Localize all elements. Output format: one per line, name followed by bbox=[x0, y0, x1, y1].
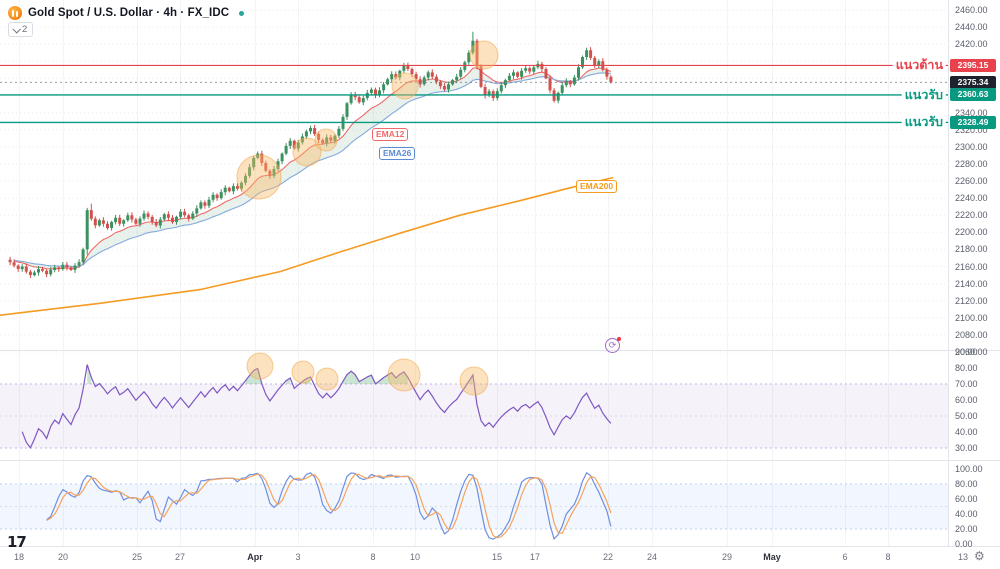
highlight-circle bbox=[391, 72, 419, 100]
price-axis-label: 2320.00 bbox=[955, 124, 988, 135]
rsi-axis-label: 60.00 bbox=[955, 395, 978, 405]
support-label[interactable]: แนวรับ bbox=[901, 112, 946, 133]
support-price-badge: 2328.49 bbox=[950, 115, 996, 129]
price-axis-label: 2060.00 bbox=[955, 347, 988, 357]
stoch-axis-label: 80.00 bbox=[955, 479, 978, 489]
highlight-circle bbox=[459, 366, 489, 396]
time-axis-label: 13 bbox=[957, 552, 969, 562]
time-axis-label: 29 bbox=[721, 552, 733, 562]
time-axis-label: 24 bbox=[646, 552, 658, 562]
up-candle-bodies bbox=[20, 40, 601, 276]
rsi-overbought-fill bbox=[302, 377, 311, 384]
time-axis-label: 8 bbox=[885, 552, 891, 562]
rsi-overbought-fill bbox=[343, 371, 408, 384]
price-axis-label: 2340.00 bbox=[955, 107, 988, 118]
price-axis-label: 2080.00 bbox=[955, 329, 988, 340]
stoch-k-line bbox=[46, 471, 612, 541]
ema200-label[interactable]: EMA200 bbox=[576, 180, 618, 193]
symbol-logo-icon bbox=[8, 6, 22, 20]
rsi-axis-label: 30.00 bbox=[955, 443, 978, 453]
price-axis-label: 2280.00 bbox=[955, 158, 988, 169]
stoch-axis-label: 60.00 bbox=[955, 494, 978, 504]
replay-sync-icon[interactable]: ⟳ bbox=[605, 337, 621, 353]
rsi-axis-label: 40.00 bbox=[955, 427, 978, 437]
indicator-collapse-chip[interactable]: 2 bbox=[8, 22, 34, 37]
highlight-circle bbox=[292, 137, 322, 167]
price-axis-label: 2240.00 bbox=[955, 193, 988, 204]
rsi-overbought-fill bbox=[245, 368, 262, 384]
chevron-down-icon bbox=[12, 24, 21, 34]
time-axis-label: 15 bbox=[491, 552, 503, 562]
support-label[interactable]: แนวรับ bbox=[901, 84, 946, 105]
symbol-title: Gold Spot / U.S. Dollar · 4h · FX_IDC bbox=[28, 7, 230, 19]
highlight-circle bbox=[314, 128, 338, 152]
price-axis-label: 2300.00 bbox=[955, 141, 988, 152]
resistance-label[interactable]: แนวต้าน bbox=[892, 55, 946, 76]
time-axis-label: 17 bbox=[529, 552, 541, 562]
time-axis-label: 25 bbox=[131, 552, 143, 562]
hidden-indicator-count: 2 bbox=[22, 24, 28, 35]
time-axis-label: 8 bbox=[370, 552, 376, 562]
stoch-axis-label: 40.00 bbox=[955, 509, 978, 519]
highlight-circle bbox=[469, 40, 499, 70]
highlight-circle bbox=[291, 360, 315, 384]
time-axis-label: 20 bbox=[57, 552, 69, 562]
price-axis-label: 2100.00 bbox=[955, 312, 988, 323]
market-status-dot bbox=[239, 10, 245, 16]
time-axis[interactable]: 18 20 25 27 Apr 3 8 10 15 17 22 24 29 May 6 8 13 bbox=[0, 546, 968, 569]
time-axis-label: Apr bbox=[247, 552, 263, 562]
price-axis-label: 2220.00 bbox=[955, 210, 988, 221]
price-axis-label: 2200.00 bbox=[955, 227, 988, 238]
time-axis-label: 6 bbox=[842, 552, 848, 562]
price-axis-label: 2420.00 bbox=[955, 39, 988, 50]
ema-ribbon bbox=[14, 67, 611, 269]
ema26-line bbox=[14, 72, 611, 267]
time-axis-label: 3 bbox=[295, 552, 301, 562]
resistance-price-badge: 2395.15 bbox=[950, 58, 996, 72]
stoch-axis-label: 100.00 bbox=[955, 464, 983, 474]
rsi-axis-label: 80.00 bbox=[955, 363, 978, 373]
price-axis-label: 2140.00 bbox=[955, 278, 988, 289]
stoch-axis-label: 0.00 bbox=[955, 539, 973, 549]
rsi-axis-label: 50.00 bbox=[955, 411, 978, 421]
ema12-label[interactable]: EMA12 bbox=[372, 128, 409, 141]
highlight-circle bbox=[236, 154, 282, 200]
gear-icon[interactable]: ⚙ bbox=[974, 549, 985, 563]
price-axis-label: 2260.00 bbox=[955, 176, 988, 186]
time-axis-label: 18 bbox=[13, 552, 25, 562]
time-axis-label: 22 bbox=[602, 552, 614, 562]
time-axis-label: 10 bbox=[409, 552, 421, 562]
price-axis-label: 2460.00 bbox=[955, 5, 988, 15]
time-axis-label: 27 bbox=[174, 552, 186, 562]
time-axis-label: May bbox=[763, 552, 781, 562]
price-axis-label: 2120.00 bbox=[955, 295, 988, 306]
highlight-circle bbox=[387, 358, 421, 392]
symbol-header[interactable]: Gold Spot / U.S. Dollar · 4h · FX_IDC bbox=[8, 6, 245, 20]
stoch-axis-label: 20.00 bbox=[955, 524, 978, 534]
ema12-line bbox=[13, 67, 612, 270]
price-axis-label: 2160.00 bbox=[955, 261, 988, 272]
rsi-overbought-fill bbox=[286, 378, 291, 384]
ema26-label[interactable]: EMA26 bbox=[379, 147, 416, 160]
rsi-axis-label: 70.00 bbox=[955, 379, 978, 389]
highlight-circle bbox=[246, 352, 274, 380]
price-axis-label: 2180.00 bbox=[955, 244, 988, 255]
highlight-circle bbox=[315, 367, 339, 391]
rsi-line bbox=[21, 364, 612, 449]
rsi-axis-label: 90.00 bbox=[955, 347, 978, 357]
notification-dot bbox=[617, 337, 621, 341]
stoch-d-line bbox=[46, 473, 612, 539]
current-price-badge: 2375.34 bbox=[950, 75, 996, 89]
ema200-line bbox=[0, 176, 614, 316]
replay-glyph: ⟳ bbox=[608, 340, 617, 350]
tradingview-logo[interactable]: 17 bbox=[7, 533, 27, 551]
support-price-badge: 2360.63 bbox=[950, 88, 996, 102]
price-axis-label: 2440.00 bbox=[955, 22, 988, 33]
